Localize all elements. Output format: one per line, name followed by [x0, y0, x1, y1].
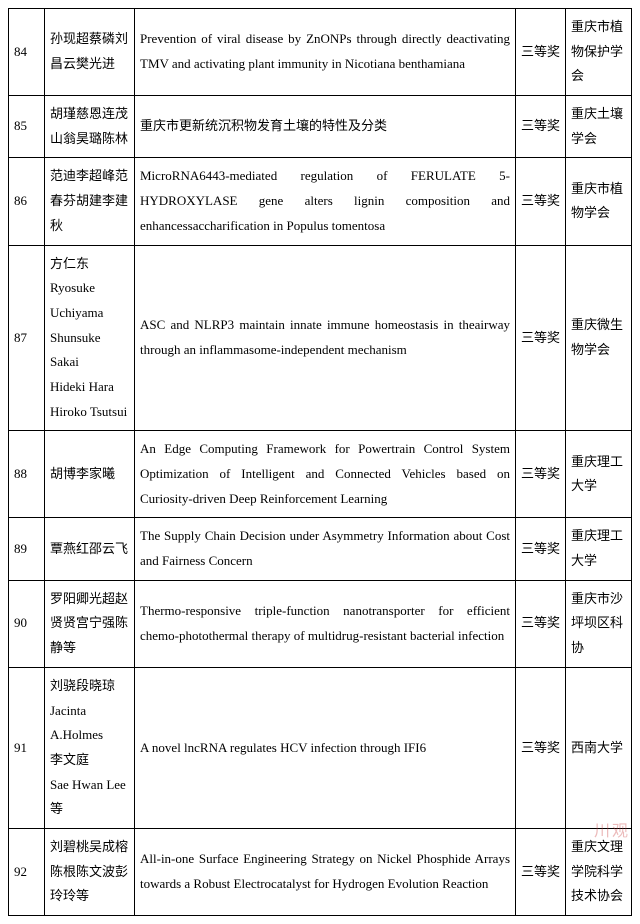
row-id: 86	[9, 158, 45, 245]
row-award: 三等奖	[516, 431, 566, 518]
row-authors: 刘骁段晓琼 Jacinta A.Holmes 李文庭 Sae Hwan Lee …	[45, 667, 135, 828]
row-award: 三等奖	[516, 580, 566, 667]
table-row: 85胡瑾慈恩连茂山翁昊璐陈林重庆市更新统沉积物发育土壤的特性及分类三等奖重庆土壤…	[9, 96, 632, 158]
row-org: 重庆微生物学会	[566, 245, 632, 431]
row-org: 重庆土壤学会	[566, 96, 632, 158]
row-award: 三等奖	[516, 158, 566, 245]
row-authors: 胡瑾慈恩连茂山翁昊璐陈林	[45, 96, 135, 158]
table-row: 88胡博李家曦An Edge Computing Framework for P…	[9, 431, 632, 518]
row-authors: 孙现超蔡磷刘昌云樊光进	[45, 9, 135, 96]
row-id: 84	[9, 9, 45, 96]
row-authors: 方仁东 Ryosuke Uchiyama Shunsuke Sakai Hide…	[45, 245, 135, 431]
row-id: 88	[9, 431, 45, 518]
row-award: 三等奖	[516, 96, 566, 158]
row-award: 三等奖	[516, 667, 566, 828]
row-id: 92	[9, 828, 45, 915]
row-title: A novel lncRNA regulates HCV infection t…	[135, 667, 516, 828]
table-row: 91刘骁段晓琼 Jacinta A.Holmes 李文庭 Sae Hwan Le…	[9, 667, 632, 828]
row-title: ASC and NLRP3 maintain innate immune hom…	[135, 245, 516, 431]
table-row: 86范迪李超峰范春芬胡建李建秋MicroRNA6443-mediated reg…	[9, 158, 632, 245]
row-authors: 刘碧桃吴成榕陈根陈文波彭玲玲等	[45, 828, 135, 915]
row-title: Prevention of viral disease by ZnONPs th…	[135, 9, 516, 96]
row-award: 三等奖	[516, 9, 566, 96]
row-title: The Supply Chain Decision under Asymmetr…	[135, 518, 516, 580]
row-authors: 范迪李超峰范春芬胡建李建秋	[45, 158, 135, 245]
row-id: 87	[9, 245, 45, 431]
row-award: 三等奖	[516, 245, 566, 431]
row-title: Thermo-responsive triple-function nanotr…	[135, 580, 516, 667]
row-id: 91	[9, 667, 45, 828]
table-row: 84孙现超蔡磷刘昌云樊光进Prevention of viral disease…	[9, 9, 632, 96]
row-title: An Edge Computing Framework for Powertra…	[135, 431, 516, 518]
row-org: 西南大学	[566, 667, 632, 828]
row-authors: 覃燕红邵云飞	[45, 518, 135, 580]
row-org: 重庆理工大学	[566, 431, 632, 518]
awards-table-body: 84孙现超蔡磷刘昌云樊光进Prevention of viral disease…	[9, 9, 632, 916]
row-title: 重庆市更新统沉积物发育土壤的特性及分类	[135, 96, 516, 158]
table-row: 89覃燕红邵云飞The Supply Chain Decision under …	[9, 518, 632, 580]
row-id: 89	[9, 518, 45, 580]
row-authors: 胡博李家曦	[45, 431, 135, 518]
row-id: 90	[9, 580, 45, 667]
table-row: 87方仁东 Ryosuke Uchiyama Shunsuke Sakai Hi…	[9, 245, 632, 431]
row-award: 三等奖	[516, 518, 566, 580]
row-org: 重庆理工大学	[566, 518, 632, 580]
table-row: 92刘碧桃吴成榕陈根陈文波彭玲玲等All-in-one Surface Engi…	[9, 828, 632, 915]
awards-table: 84孙现超蔡磷刘昌云樊光进Prevention of viral disease…	[8, 8, 632, 916]
row-authors: 罗阳卿光超赵贤贤宫宁强陈静等	[45, 580, 135, 667]
row-title: All-in-one Surface Engineering Strategy …	[135, 828, 516, 915]
row-award: 三等奖	[516, 828, 566, 915]
row-org: 重庆市沙坪坝区科协	[566, 580, 632, 667]
row-title: MicroRNA6443-mediated regulation of FERU…	[135, 158, 516, 245]
row-id: 85	[9, 96, 45, 158]
row-org: 重庆市植物保护学会	[566, 9, 632, 96]
row-org: 重庆市植物学会	[566, 158, 632, 245]
row-org: 重庆文理学院科学技术协会	[566, 828, 632, 915]
table-row: 90罗阳卿光超赵贤贤宫宁强陈静等Thermo-responsive triple…	[9, 580, 632, 667]
